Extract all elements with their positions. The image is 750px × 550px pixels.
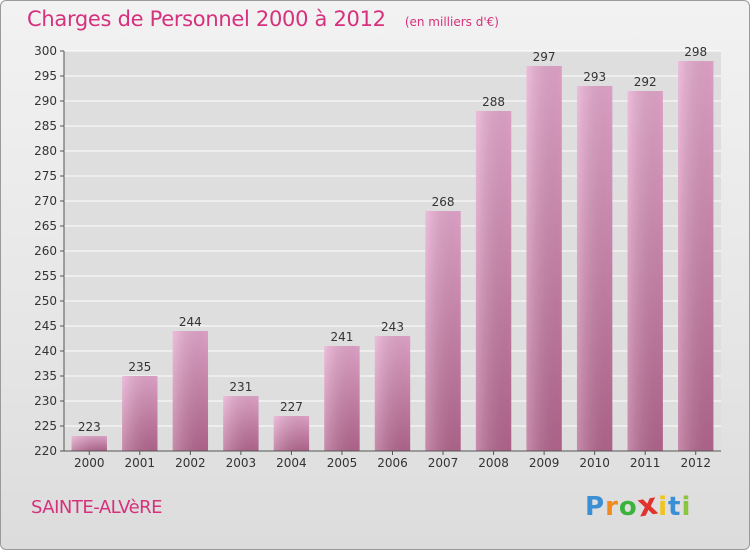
y-tick-label: 290: [34, 94, 57, 108]
x-tick-label-2005: 2005: [327, 456, 358, 470]
bar-shading: [71, 436, 107, 451]
x-tick-label-2011: 2011: [630, 456, 661, 470]
x-tick-label-2008: 2008: [478, 456, 509, 470]
bar-shading: [223, 396, 259, 451]
y-tick-label: 220: [34, 444, 57, 458]
y-tick-label: 255: [34, 269, 57, 283]
chart-title: Charges de Personnel 2000 à 2012: [27, 7, 386, 31]
chart-unit-label: (en milliers d'€): [404, 15, 499, 29]
logo-letter: P: [585, 492, 606, 522]
y-tick-label: 230: [34, 394, 57, 408]
data-label-2000: 223: [78, 420, 101, 434]
logo-letter: i: [658, 492, 669, 522]
x-tick-label-2007: 2007: [428, 456, 459, 470]
data-label-2007: 268: [432, 195, 455, 209]
y-tick-label: 275: [34, 169, 57, 183]
x-tick-label-2000: 2000: [74, 456, 105, 470]
data-label-2010: 293: [583, 70, 606, 84]
title-row: Charges de Personnel 2000 à 2012 (en mil…: [27, 7, 499, 31]
y-tick-label: 280: [34, 144, 57, 158]
y-tick-label: 300: [34, 44, 57, 58]
data-label-2004: 227: [280, 400, 303, 414]
y-tick-label: 260: [34, 244, 57, 258]
y-tick-label: 235: [34, 369, 57, 383]
y-tick-label: 295: [34, 69, 57, 83]
y-tick-label: 240: [34, 344, 57, 358]
y-tick-label: 270: [34, 194, 57, 208]
bar-shading: [122, 376, 158, 451]
y-tick-label: 285: [34, 119, 57, 133]
x-tick-label-2006: 2006: [377, 456, 408, 470]
bar-shading: [576, 86, 613, 451]
data-label-2003: 231: [229, 380, 252, 394]
data-label-2008: 288: [482, 95, 505, 109]
x-tick-label-2012: 2012: [680, 456, 711, 470]
y-tick-label: 245: [34, 319, 57, 333]
data-label-2009: 297: [533, 50, 556, 64]
bar-shading: [627, 91, 663, 451]
data-label-2001: 235: [128, 360, 151, 374]
commune-name: SAINTE-ALVèRE: [31, 497, 163, 518]
x-tick-label-2001: 2001: [125, 456, 156, 470]
y-tick-label: 250: [34, 294, 57, 308]
bar-shading: [172, 331, 209, 451]
bar-shading: [475, 111, 512, 451]
x-tick-label-2002: 2002: [175, 456, 206, 470]
logo-letter: t: [668, 492, 682, 522]
x-tick-label-2009: 2009: [529, 456, 560, 470]
logo-letter: r: [605, 492, 619, 522]
data-label-2011: 292: [634, 75, 657, 89]
y-tick-label: 265: [34, 219, 57, 233]
data-label-2012: 298: [684, 45, 707, 59]
x-tick-label-2010: 2010: [579, 456, 610, 470]
proxiti-logo[interactable]: Proxiti: [585, 486, 692, 525]
bar-shading: [425, 211, 461, 451]
logo-letter: o: [618, 492, 638, 522]
logo-letter: x: [634, 486, 662, 525]
data-label-2005: 241: [331, 330, 354, 344]
bar-shading: [324, 346, 360, 451]
bar-shading: [526, 66, 562, 451]
bar-shading: [273, 416, 310, 451]
bar-shading: [374, 336, 411, 451]
data-label-2006: 243: [381, 320, 404, 334]
data-label-2002: 244: [179, 315, 202, 329]
y-tick-label: 225: [34, 419, 57, 433]
logo-letter: i: [681, 492, 692, 522]
x-tick-label-2004: 2004: [276, 456, 307, 470]
bar-shading: [678, 61, 714, 451]
x-tick-label-2003: 2003: [226, 456, 257, 470]
